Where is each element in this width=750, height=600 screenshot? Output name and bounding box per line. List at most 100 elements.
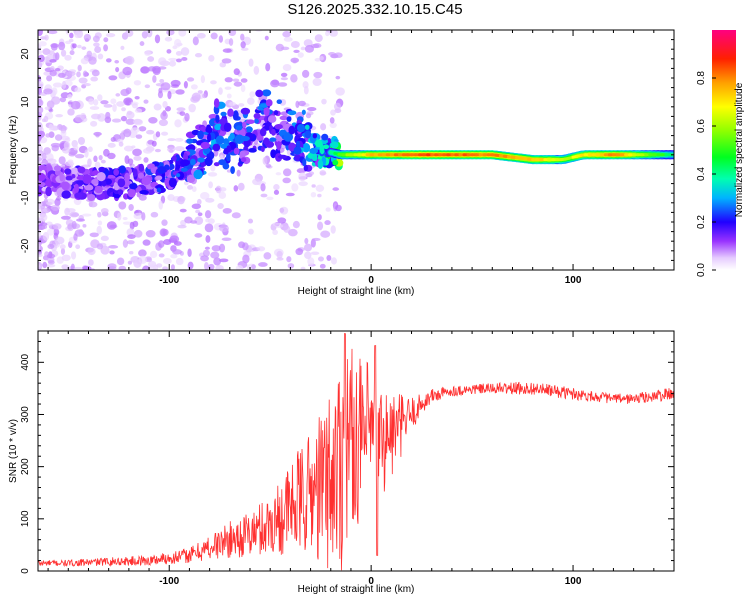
spectrogram-noise-blob [195,209,201,214]
spectrogram-noise-blob [251,264,256,270]
spectrogram-noise-blob [333,52,343,59]
spectrogram-blob [212,143,221,152]
colorbar-label: Normalized spectral amplitude [734,82,745,217]
spectrogram-noise-blob [208,55,215,62]
spectrogram-noise-blob [263,252,272,260]
spectrogram-noise-blob [100,245,110,255]
spectrogram-noise-blob [170,79,181,87]
spectrogram-blob [276,141,282,151]
spectrogram-blob [197,157,205,163]
spectrogram-noise-blob [200,192,210,200]
spectrogram-y-tick-label: -20 [20,238,31,253]
spectrogram-noise-blob [158,253,165,258]
spectrogram-noise-blob [38,226,41,232]
spectrogram-blob [64,168,72,175]
spectrogram-noise-blob [194,233,203,238]
spectrogram-noise-blob [45,201,53,206]
spectrogram-noise-blob [46,253,56,259]
spectrogram-blob [245,126,253,133]
spectrogram-noise-blob [61,254,71,262]
spectrogram-noise-blob [222,208,232,214]
spectrogram-noise-blob [168,149,174,154]
spectrogram-noise-blob [204,246,210,250]
snr-y-tick-label: 300 [20,406,31,423]
spectrogram-noise-blob [114,60,120,64]
spectrogram-noise-blob [100,100,109,105]
spectrogram-noise-blob [60,49,67,57]
spectrogram-blob [242,121,247,129]
spectrogram-noise-blob [300,46,306,51]
spectrogram-noise-blob [290,74,298,83]
spectrogram-noise-blob [59,96,67,103]
spectrogram-noise-blob [67,94,73,100]
spectrogram-noise-blob [97,211,102,218]
spectrogram-noise-blob [238,241,246,249]
spectrogram-noise-blob [134,229,143,238]
spectrogram-blob [38,164,48,172]
spectrogram-noise-blob [236,169,241,177]
spectrogram-noise-blob [105,58,112,63]
spectrogram-noise-blob [144,84,151,89]
spectrogram-noise-blob [148,116,158,124]
spectrogram-noise-blob [120,88,130,97]
spectrogram-noise-blob [82,265,92,270]
spectrogram-noise-blob [287,263,295,269]
spectrogram-noise-blob [303,39,313,47]
spectrogram-blob [254,118,259,124]
spectrogram-noise-blob [127,260,133,265]
spectrogram-noise-blob [51,96,61,105]
spectrogram-noise-blob [47,243,55,250]
spectrogram-noise-blob [240,33,245,41]
spectrogram-noise-blob [65,208,76,213]
spectrogram-blob [200,141,210,150]
spectrogram-noise-blob [127,234,136,240]
spectrogram-noise-blob [285,192,295,197]
spectrogram-blob [270,149,277,159]
spectrogram-noise-blob [288,228,298,237]
spectrogram-noise-blob [74,31,82,39]
spectrogram-noise-blob [297,52,304,58]
spectrogram-noise-blob [63,141,71,150]
spectrogram-noise-blob [282,63,292,72]
spectrogram-noise-blob [164,36,173,42]
spectrogram-noise-blob [320,230,331,238]
spectrogram-blob [287,110,297,116]
spectrogram-noise-blob [204,223,214,233]
spectrogram-noise-blob [52,82,63,88]
spectrogram-noise-blob [125,30,134,37]
spectrogram-noise-blob [231,212,241,219]
spectrogram-noise-blob [103,104,113,108]
spectrogram-noise-blob [145,230,156,238]
spectrogram-noise-blob [311,237,321,241]
spectrogram-noise-blob [302,69,310,78]
spectrogram-blob [269,137,277,142]
spectrogram-noise-blob [89,232,99,238]
spectrogram-blob [311,154,318,162]
spectrogram-blob [186,174,196,183]
spectrogram-noise-blob [298,181,308,187]
spectrogram-noise-blob [159,78,165,84]
spectrogram-noise-blob [303,86,309,95]
spectrogram-noise-blob [248,58,254,67]
spectrogram-noise-blob [78,77,88,84]
spectrogram-noise-blob [190,84,198,90]
spectrogram-noise-blob [143,157,149,163]
spectrogram-blob [267,115,277,123]
spectrogram-blob [132,168,138,177]
spectrogram-noise-blob [88,200,93,208]
spectrogram-noise-blob [279,206,289,215]
spectrogram-noise-blob [148,264,157,270]
spectrogram-noise-blob [310,192,317,198]
spectrogram-noise-blob [310,238,316,248]
spectrogram-blob [225,152,231,162]
spectrogram-noise-blob [163,258,172,265]
spectrogram-noise-blob [90,113,101,120]
spectrogram-blob [274,123,283,130]
spectrogram-noise-blob [319,170,327,176]
spectrogram-noise-blob [317,193,322,198]
spectrogram-noise-blob [197,32,206,39]
spectrogram-noise-blob [120,115,127,122]
spectrogram-noise-blob [183,81,188,89]
spectrogram-blob [332,159,339,166]
